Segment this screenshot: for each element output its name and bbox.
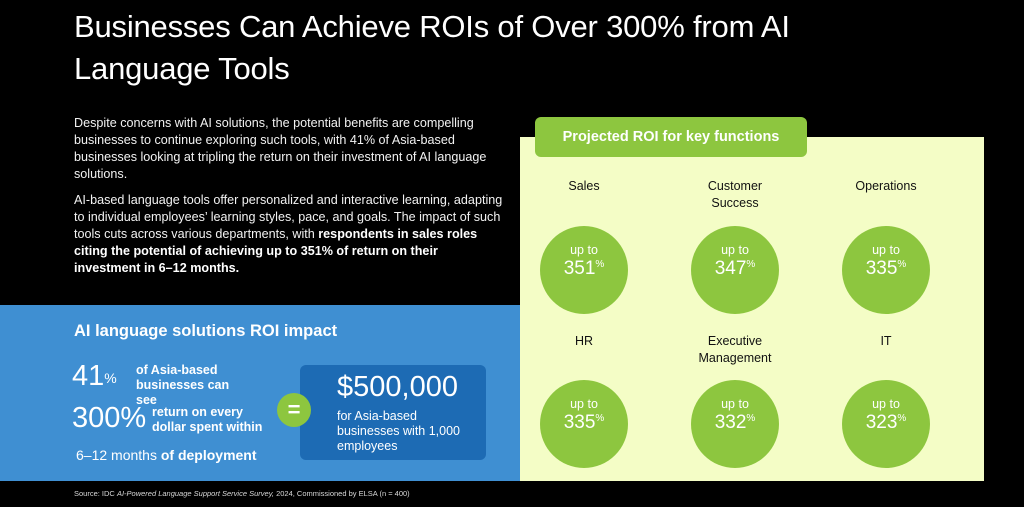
source-note: Source: IDC AI-Powered Language Support …: [74, 489, 410, 498]
roi-unit: %: [746, 259, 756, 270]
source-prefix: Source: IDC: [74, 489, 117, 498]
function-label: Sales: [568, 179, 600, 193]
intro-paragraph-1: Despite concerns with AI solutions, the …: [74, 116, 487, 181]
intro-paragraph-2-text: AI-based language tools offer personaliz…: [74, 193, 503, 241]
stat-41-unit: %: [104, 370, 117, 386]
roi-unit: %: [595, 259, 605, 270]
roi-number: 332: [714, 412, 747, 433]
equals-icon: =: [277, 393, 311, 427]
source-survey-name: AI-Powered Language Support Service Surv…: [116, 489, 274, 498]
function-label: Operations: [855, 179, 917, 193]
roi-value: 351%: [540, 258, 628, 280]
stat-300-text: return on every dollar spent within: [152, 405, 263, 434]
roi-circle: up to 335%: [540, 380, 628, 468]
roi-value: 335%: [540, 412, 628, 434]
roi-impact-panel: AI language solutions ROI impact 41% of …: [0, 305, 520, 481]
roi-circle: up to 351%: [540, 226, 628, 314]
deployment-text: of deployment: [160, 447, 257, 463]
roi-value: 347%: [691, 258, 779, 280]
page-title: Businesses Can Achieve ROIs of Over 300%…: [74, 9, 790, 86]
up-to-label: up to: [721, 397, 749, 411]
stat-41-percent: 41%: [72, 361, 117, 391]
savings-description: for Asia-based businesses with 1,000 emp…: [337, 409, 460, 453]
intro-paragraph-2: AI-based language tools offer personaliz…: [74, 192, 504, 277]
roi-value: 332%: [691, 412, 779, 434]
up-to-label: up to: [570, 397, 598, 411]
source-suffix: 2024, Commissioned by ELSA (n = 400): [273, 489, 410, 498]
stat-41-text: of Asia-based businesses can see: [136, 363, 230, 407]
roi-impact-title: AI language solutions ROI impact: [74, 322, 338, 340]
roi-unit: %: [746, 413, 756, 424]
intro-text: Despite concerns with AI solutions, the …: [74, 115, 504, 286]
up-to-label: up to: [570, 243, 598, 257]
intro-paragraph-2-highlight: respondents in sales roles citing the po…: [74, 227, 478, 275]
up-to-label: up to: [721, 243, 749, 257]
roi-circle: up to 332%: [691, 380, 779, 468]
roi-number: 351: [563, 258, 596, 279]
up-to-label: up to: [872, 397, 900, 411]
roi-number: 323: [865, 412, 898, 433]
roi-unit: %: [595, 413, 605, 424]
function-label: IT: [880, 334, 892, 348]
stat-41-value: 41: [72, 360, 105, 392]
function-label: HR: [574, 334, 594, 348]
function-label: Customer Success: [707, 179, 763, 210]
savings-box: $500,000 for Asia-based businesses with …: [300, 365, 486, 460]
roi-number: 335: [865, 258, 898, 279]
roi-circle: up to 347%: [691, 226, 779, 314]
roi-unit: %: [897, 259, 907, 270]
projected-roi-title: Projected ROI for key functions: [535, 117, 807, 157]
roi-number: 335: [563, 412, 596, 433]
roi-value: 335%: [842, 258, 930, 280]
deployment-months: 6–12 months: [76, 447, 157, 463]
stat-300-percent: 300%: [72, 402, 147, 434]
savings-amount: $500,000: [337, 371, 458, 403]
function-label: Executive Management: [698, 334, 772, 365]
deployment-period: 6–12 months of deployment: [76, 447, 257, 463]
roi-value: 323%: [842, 412, 930, 434]
up-to-label: up to: [872, 243, 900, 257]
roi-circle: up to 323%: [842, 380, 930, 468]
roi-circle: up to 335%: [842, 226, 930, 314]
roi-unit: %: [897, 413, 907, 424]
roi-number: 347: [714, 258, 747, 279]
